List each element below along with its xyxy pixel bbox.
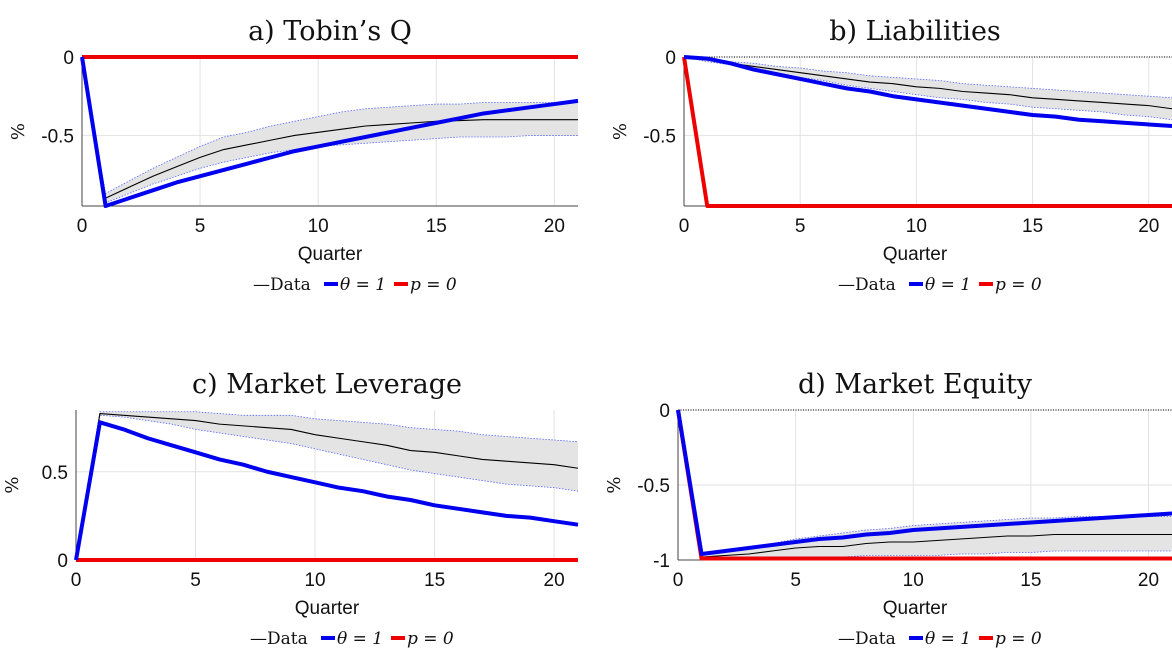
chart-panel-c: 0 5 10 15 20 0 0.5 c) Market Leverage Quarter% —D… <box>2 369 579 649</box>
x-tick-label: 0 <box>679 216 690 237</box>
x-tick-label: 5 <box>195 216 206 237</box>
y-axis-label: % <box>604 476 625 493</box>
y-axis-label: % <box>2 476 23 493</box>
y-tick-label: -1 <box>653 551 670 572</box>
chart-panel-a: 0 5 10 15 20 0 -0.5 a) Tobin’s Q Quarter% —Data θ … <box>8 16 579 295</box>
x-tick-label: 15 <box>1020 570 1041 591</box>
legend-entry-data: —Data <box>838 275 896 295</box>
x-tick-label: 0 <box>673 570 684 591</box>
x-axis-label: Quarter <box>883 598 948 619</box>
x-tick-label: 20 <box>544 570 565 591</box>
series-line-p <box>676 409 1172 561</box>
legend: —Data θ = 1 p = 0 <box>838 275 1042 295</box>
x-tick-label: 5 <box>795 216 806 237</box>
x-tick-label: 10 <box>906 216 927 237</box>
legend-entry-p: p = 0 <box>410 275 457 295</box>
legend-entry-data: —Data <box>250 629 308 649</box>
legend-entry-p: p = 0 <box>995 629 1042 649</box>
series-line-data <box>683 56 1172 110</box>
x-tick-label: 15 <box>424 570 445 591</box>
legend-entry-data: —Data <box>838 629 896 649</box>
y-tick-label: -0.5 <box>637 476 670 497</box>
legend-entry-theta: θ = 1 <box>925 275 971 295</box>
x-tick-label: 20 <box>1138 570 1159 591</box>
series-line-data <box>75 412 579 561</box>
chart-panel-d: 0 5 10 15 20 0 -0.5 -1 d) Market Equity Quarter% —… <box>604 369 1172 649</box>
band-edge-lower <box>683 56 1172 121</box>
y-tick-label: -0.5 <box>643 126 676 147</box>
confidence-band <box>684 57 1172 120</box>
plot-area <box>80 55 579 208</box>
series-line-theta <box>676 409 1172 556</box>
x-tick-label: 10 <box>308 216 329 237</box>
x-tick-label: 20 <box>544 216 565 237</box>
legend-entry-theta: θ = 1 <box>925 629 971 649</box>
x-axis-label: Quarter <box>298 244 363 265</box>
y-tick-label: 0.5 <box>42 463 68 484</box>
y-axis-label: % <box>610 123 631 140</box>
confidence-band <box>678 410 1172 559</box>
legend: —Data θ = 1 p = 0 <box>250 629 454 649</box>
x-tick-label: 0 <box>77 216 88 237</box>
y-tick-label: 0 <box>63 48 74 69</box>
series-line-theta <box>80 56 579 208</box>
series-line-data <box>81 56 578 199</box>
band-edge-upper <box>81 56 578 195</box>
series-line-p <box>682 56 1172 208</box>
x-tick-label: 10 <box>304 570 325 591</box>
legend-entry-data: —Data <box>253 275 311 295</box>
y-tick-label: 0 <box>665 48 676 69</box>
series-line-data <box>677 409 1172 558</box>
legend-entry-p: p = 0 <box>995 275 1042 295</box>
x-tick-label: 20 <box>1138 216 1159 237</box>
x-tick-label: 5 <box>190 570 201 591</box>
chart-title: c) Market Leverage <box>192 369 462 400</box>
band-edge-lower <box>75 414 579 561</box>
legend: —Data θ = 1 p = 0 <box>838 629 1042 649</box>
x-tick-label: 15 <box>426 216 447 237</box>
x-tick-label: 10 <box>903 570 924 591</box>
plot-area <box>682 55 1172 208</box>
plot-area <box>74 411 579 562</box>
confidence-band <box>82 57 578 203</box>
series-line-theta <box>74 420 579 561</box>
band-edge-lower <box>81 56 578 204</box>
chart-title: d) Market Equity <box>798 369 1033 400</box>
chart-title: a) Tobin’s Q <box>248 16 412 47</box>
series-line-theta <box>683 55 1172 129</box>
plot-area <box>676 409 1172 561</box>
x-axis-label: Quarter <box>883 244 948 265</box>
chart-panel-b: 0 5 10 15 20 0 -0.5 b) Liabilities Quarter% —Data… <box>610 16 1172 295</box>
x-axis-label: Quarter <box>295 598 360 619</box>
legend-entry-theta: θ = 1 <box>340 275 386 295</box>
y-tick-label: -0.5 <box>41 126 74 147</box>
y-tick-label: 0 <box>57 551 68 572</box>
x-tick-label: 0 <box>71 570 82 591</box>
confidence-band <box>76 411 578 560</box>
x-tick-label: 5 <box>790 570 801 591</box>
legend: —Data θ = 1 p = 0 <box>253 275 457 295</box>
y-tick-label: 0 <box>659 401 670 422</box>
band-edge-upper <box>683 56 1172 99</box>
legend-entry-theta: θ = 1 <box>337 629 383 649</box>
chart-title: b) Liabilities <box>829 16 1001 47</box>
y-axis-label: % <box>8 123 29 140</box>
legend-entry-p: p = 0 <box>407 629 454 649</box>
x-tick-label: 15 <box>1022 216 1043 237</box>
